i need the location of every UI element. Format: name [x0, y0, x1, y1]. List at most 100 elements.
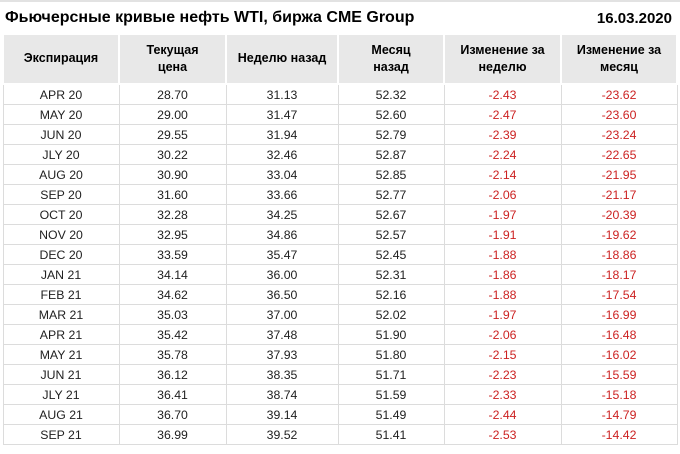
table-row: FEB 21 34.62 36.50 52.16 -1.88 -17.54: [2, 284, 678, 305]
page-title: Фьючерсные кривые нефть WTI, биржа CME G…: [5, 9, 415, 26]
table-row: APR 20 28.70 31.13 52.32 -2.43 -23.62: [2, 83, 678, 105]
table-row: JLY 20 30.22 32.46 52.87 -2.24 -22.65: [2, 144, 678, 165]
cell-month-ago: 52.45: [337, 244, 445, 265]
cell-change-month: -18.17: [560, 264, 678, 285]
column-header-change-week: Изменение за неделю: [443, 33, 562, 85]
cell-expiration: MAY 20: [2, 104, 120, 125]
cell-week-ago: 32.46: [225, 144, 339, 165]
column-header-expiration: Экспирация: [2, 33, 120, 85]
cell-week-ago: 31.47: [225, 104, 339, 125]
cell-change-month: -23.60: [560, 104, 678, 125]
cell-change-week: -2.23: [443, 364, 562, 385]
cell-week-ago: 35.47: [225, 244, 339, 265]
cell-expiration: OCT 20: [2, 204, 120, 225]
cell-week-ago: 39.14: [225, 404, 339, 425]
cell-week-ago: 37.93: [225, 344, 339, 365]
cell-current-price: 36.41: [118, 384, 227, 405]
cell-change-week: -2.14: [443, 164, 562, 185]
cell-month-ago: 51.59: [337, 384, 445, 405]
cell-change-week: -2.39: [443, 124, 562, 145]
cell-change-month: -14.42: [560, 424, 678, 445]
column-header-month-ago: Месяц назад: [337, 33, 445, 85]
cell-change-week: -2.06: [443, 184, 562, 205]
cell-month-ago: 52.02: [337, 304, 445, 325]
cell-change-month: -15.18: [560, 384, 678, 405]
cell-month-ago: 51.71: [337, 364, 445, 385]
cell-expiration: DEC 20: [2, 244, 120, 265]
cell-current-price: 35.42: [118, 324, 227, 345]
cell-change-week: -1.88: [443, 244, 562, 265]
cell-week-ago: 36.00: [225, 264, 339, 285]
cell-month-ago: 52.87: [337, 144, 445, 165]
cell-month-ago: 52.32: [337, 83, 445, 105]
cell-week-ago: 34.86: [225, 224, 339, 245]
table-row: NOV 20 32.95 34.86 52.57 -1.91 -19.62: [2, 224, 678, 245]
column-header-week-ago: Неделю назад: [225, 33, 339, 85]
cell-change-week: -2.33: [443, 384, 562, 405]
cell-change-month: -14.79: [560, 404, 678, 425]
cell-week-ago: 37.48: [225, 324, 339, 345]
cell-week-ago: 38.74: [225, 384, 339, 405]
cell-change-month: -22.65: [560, 144, 678, 165]
cell-current-price: 31.60: [118, 184, 227, 205]
cell-month-ago: 52.31: [337, 264, 445, 285]
cell-change-month: -21.17: [560, 184, 678, 205]
table-row: JAN 21 34.14 36.00 52.31 -1.86 -18.17: [2, 264, 678, 285]
table-row: DEC 20 33.59 35.47 52.45 -1.88 -18.86: [2, 244, 678, 265]
cell-expiration: APR 21: [2, 324, 120, 345]
cell-expiration: AUG 21: [2, 404, 120, 425]
cell-current-price: 30.90: [118, 164, 227, 185]
cell-week-ago: 39.52: [225, 424, 339, 445]
table-row: AUG 20 30.90 33.04 52.85 -2.14 -21.95: [2, 164, 678, 185]
report-date: 16.03.2020: [596, 9, 672, 27]
table-row: AUG 21 36.70 39.14 51.49 -2.44 -14.79: [2, 404, 678, 425]
cell-expiration: MAY 21: [2, 344, 120, 365]
cell-current-price: 33.59: [118, 244, 227, 265]
table-row: MAY 20 29.00 31.47 52.60 -2.47 -23.60: [2, 104, 678, 125]
cell-change-week: -2.44: [443, 404, 562, 425]
cell-current-price: 34.62: [118, 284, 227, 305]
cell-week-ago: 38.35: [225, 364, 339, 385]
cell-week-ago: 31.13: [225, 83, 339, 105]
cell-change-month: -20.39: [560, 204, 678, 225]
cell-change-month: -16.99: [560, 304, 678, 325]
cell-change-month: -17.54: [560, 284, 678, 305]
table-row: MAY 21 35.78 37.93 51.80 -2.15 -16.02: [2, 344, 678, 365]
cell-expiration: SEP 21: [2, 424, 120, 445]
table-body: APR 20 28.70 31.13 52.32 -2.43 -23.62 MAY 20 29…: [2, 83, 678, 445]
cell-month-ago: 52.16: [337, 284, 445, 305]
cell-week-ago: 31.94: [225, 124, 339, 145]
cell-week-ago: 37.00: [225, 304, 339, 325]
cell-current-price: 29.55: [118, 124, 227, 145]
cell-month-ago: 52.85: [337, 164, 445, 185]
cell-change-week: -1.97: [443, 304, 562, 325]
table-row: SEP 20 31.60 33.66 52.77 -2.06 -21.17: [2, 184, 678, 205]
cell-current-price: 36.12: [118, 364, 227, 385]
column-header-change-month: Изменение за месяц: [560, 33, 678, 85]
titlebar: Фьючерсные кривые нефть WTI, биржа CME G…: [0, 2, 680, 33]
top-divider: [0, 0, 680, 2]
cell-current-price: 34.14: [118, 264, 227, 285]
cell-change-month: -16.02: [560, 344, 678, 365]
cell-current-price: 35.03: [118, 304, 227, 325]
cell-current-price: 30.22: [118, 144, 227, 165]
cell-expiration: FEB 21: [2, 284, 120, 305]
cell-change-month: -18.86: [560, 244, 678, 265]
cell-current-price: 32.95: [118, 224, 227, 245]
table-row: JUN 21 36.12 38.35 51.71 -2.23 -15.59: [2, 364, 678, 385]
cell-change-month: -21.95: [560, 164, 678, 185]
table-row: APR 21 35.42 37.48 51.90 -2.06 -16.48: [2, 324, 678, 345]
cell-change-week: -1.88: [443, 284, 562, 305]
table-row: SEP 21 36.99 39.52 51.41 -2.53 -14.42: [2, 424, 678, 445]
cell-change-week: -2.53: [443, 424, 562, 445]
cell-expiration: JLY 21: [2, 384, 120, 405]
table-row: OCT 20 32.28 34.25 52.67 -1.97 -20.39: [2, 204, 678, 225]
table-header: Экспирация Текущая цена Неделю назад Месяц …: [2, 33, 678, 85]
table-row: MAR 21 35.03 37.00 52.02 -1.97 -16.99: [2, 304, 678, 325]
cell-change-month: -15.59: [560, 364, 678, 385]
cell-expiration: AUG 20: [2, 164, 120, 185]
cell-expiration: JLY 20: [2, 144, 120, 165]
cell-month-ago: 52.67: [337, 204, 445, 225]
futures-table: Экспирация Текущая цена Неделю назад Месяц …: [2, 33, 678, 445]
cell-current-price: 32.28: [118, 204, 227, 225]
